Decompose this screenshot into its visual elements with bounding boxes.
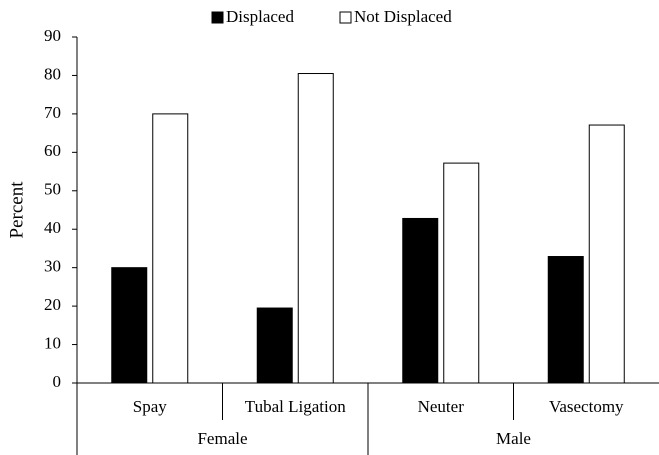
group-label: Male [496, 429, 531, 448]
y-tick-label: 70 [44, 103, 61, 122]
bar [297, 73, 334, 384]
x-tick-label: Tubal Ligation [245, 397, 346, 416]
bar [111, 267, 148, 384]
y-tick-label: 0 [53, 372, 62, 391]
bar [152, 113, 189, 384]
y-tick-label: 20 [44, 295, 61, 314]
y-tick-label: 60 [44, 141, 61, 160]
x-tick-label: Vasectomy [549, 397, 624, 416]
legend-label: Displaced [226, 7, 294, 26]
group-label: Female [197, 429, 247, 448]
legend-label: Not Displaced [354, 7, 452, 26]
y-axis-label: Percent [6, 181, 27, 239]
x-tick-label: Neuter [418, 397, 465, 416]
bar [443, 162, 480, 384]
y-tick-label: 80 [44, 64, 61, 83]
legend-swatch [211, 11, 224, 24]
bar [402, 217, 439, 384]
y-tick-label: 40 [44, 218, 61, 237]
y-tick-label: 50 [44, 180, 61, 199]
legend-swatch [339, 11, 352, 24]
bar [256, 307, 293, 384]
x-tick-label: Spay [133, 397, 168, 416]
bar [547, 256, 584, 384]
bar [588, 124, 625, 384]
y-tick-label: 30 [44, 257, 61, 276]
y-tick-label: 10 [44, 333, 61, 352]
y-tick-label: 90 [44, 26, 61, 45]
